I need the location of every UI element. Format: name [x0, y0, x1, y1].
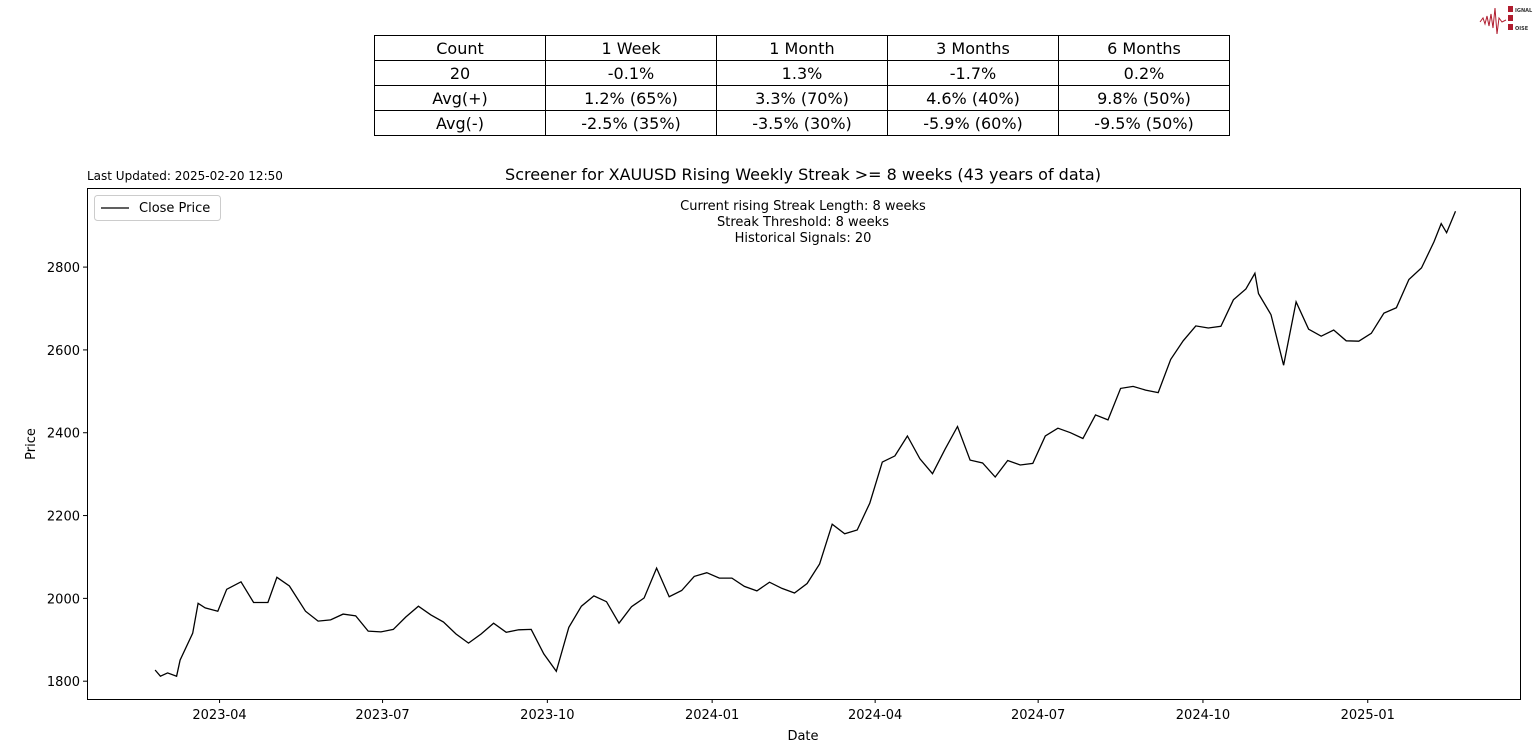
- table-row: Avg(+) 1.2% (65%) 3.3% (70%) 4.6% (40%) 9.8%…: [374, 85, 1230, 111]
- last-updated: Last Updated: 2025-02-20 12:50: [87, 169, 283, 183]
- x-tick-label: 2025-01: [1341, 708, 1395, 723]
- x-tick-label: 2024-01: [685, 708, 739, 723]
- table-row: Avg(-) -2.5% (35%) -3.5% (30%) -5.9% (60%) -…: [374, 110, 1230, 136]
- table-row: Count 1 Week 1 Month 3 Months 6 Months: [374, 35, 1230, 61]
- table-cell: Avg(-): [374, 110, 546, 136]
- table-cell: 3 Months: [887, 35, 1059, 61]
- legend-label-close-price: Close Price: [139, 201, 210, 216]
- table-cell: Avg(+): [374, 85, 546, 111]
- x-tick-label: 2023-10: [520, 708, 574, 723]
- y-tick-label: 1800: [47, 675, 80, 690]
- legend: Close Price: [94, 195, 221, 221]
- x-tick-label: 2024-07: [1011, 708, 1065, 723]
- table-cell: -2.5% (35%): [545, 110, 717, 136]
- y-tick-label: 2400: [47, 427, 80, 442]
- table-cell: 1 Week: [545, 35, 717, 61]
- svg-text:IGNAL: IGNAL: [1515, 8, 1533, 14]
- plot-frame: [87, 188, 1521, 700]
- table-row: 20 -0.1% 1.3% -1.7% 0.2%: [374, 60, 1230, 86]
- table-cell: -3.5% (30%): [716, 110, 888, 136]
- table-cell: 1.2% (65%): [545, 85, 717, 111]
- x-tick-label: 2024-04: [848, 708, 902, 723]
- x-tick-label: 2024-10: [1176, 708, 1230, 723]
- table-cell: 3.3% (70%): [716, 85, 888, 111]
- table-cell: 9.8% (50%): [1058, 85, 1230, 111]
- signal-2-noise-logo: IGNAL OISE: [1479, 6, 1533, 35]
- stats-table: Count 1 Week 1 Month 3 Months 6 Months 20 -0.1…: [374, 35, 1230, 136]
- svg-text:OISE: OISE: [1515, 26, 1529, 32]
- table-cell: 0.2%: [1058, 60, 1230, 86]
- logo-waveform: [1479, 7, 1507, 35]
- close-price-line: [154, 210, 1457, 678]
- table-cell: -0.1%: [545, 60, 717, 86]
- y-tick-label: 2200: [47, 510, 80, 525]
- chart-title: Screener for XAUUSD Rising Weekly Streak…: [505, 165, 1101, 184]
- x-tick-label: 2023-07: [355, 708, 409, 723]
- annotation-streak-length: Current rising Streak Length: 8 weeks: [680, 199, 926, 214]
- x-tick-label: 2023-04: [192, 708, 246, 723]
- y-axis-label: Price: [24, 428, 39, 460]
- table-cell: 4.6% (40%): [887, 85, 1059, 111]
- plot-area: [154, 210, 1457, 678]
- table-cell: -9.5% (50%): [1058, 110, 1230, 136]
- table-cell: -1.7%: [887, 60, 1059, 86]
- table-cell: 1.3%: [716, 60, 888, 86]
- table-cell: -5.9% (60%): [887, 110, 1059, 136]
- y-tick-label: 2600: [47, 344, 80, 359]
- y-tick-label: 2800: [47, 261, 80, 276]
- table-cell: 6 Months: [1058, 35, 1230, 61]
- annotation-signals: Historical Signals: 20: [735, 231, 872, 246]
- annotation-threshold: Streak Threshold: 8 weeks: [717, 215, 889, 230]
- x-axis-label: Date: [787, 729, 818, 744]
- y-tick-label: 2000: [47, 592, 80, 607]
- table-cell: Count: [374, 35, 546, 61]
